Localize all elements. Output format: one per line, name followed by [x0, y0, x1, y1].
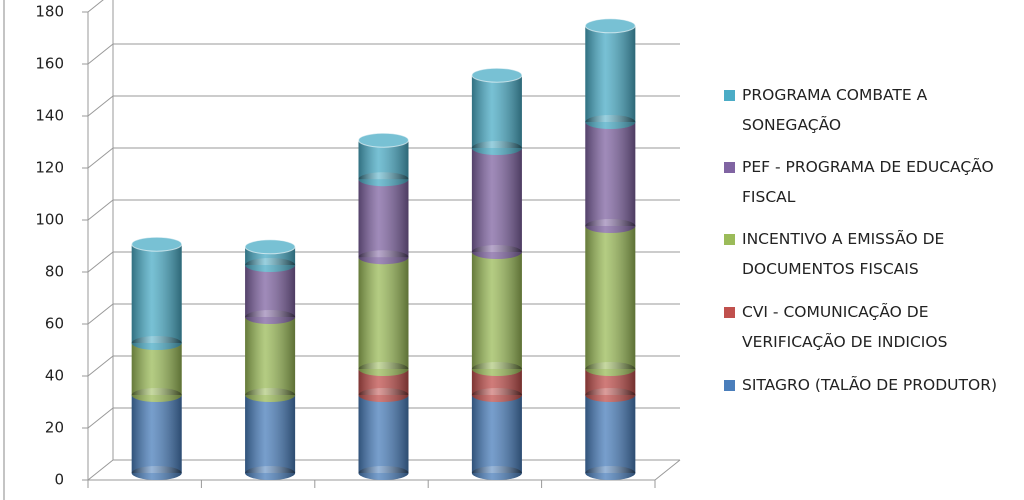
- y-tick-label: 0: [54, 471, 64, 489]
- shade: [585, 25, 636, 122]
- bar-top-light: [245, 239, 296, 254]
- legend-label: PEF - PROGRAMA DE EDUCAÇÃO FISCAL: [742, 158, 994, 206]
- shade: [358, 179, 409, 258]
- grid-line: [87, 407, 114, 429]
- bar-top: [584, 18, 636, 34]
- shade: [471, 395, 522, 473]
- y-tick-label: 100: [35, 211, 64, 229]
- shade: [131, 244, 182, 343]
- shade: [245, 317, 296, 395]
- grid-line: [87, 43, 114, 65]
- floor-edge: [654, 459, 681, 481]
- shade: [245, 265, 296, 317]
- bar-top: [131, 236, 183, 252]
- y-tick-label: 60: [45, 315, 64, 333]
- grid-line: [87, 355, 114, 377]
- legend-swatch: [724, 234, 735, 245]
- legend-label: CVI - COMUNICAÇÃO DE VERIFICAÇÃO DE INDI…: [742, 303, 948, 351]
- shade: [358, 395, 409, 473]
- grid-line: [87, 147, 114, 169]
- grid-line: [87, 199, 114, 221]
- y-tick-label: 120: [35, 159, 64, 177]
- y-tick-label: 40: [45, 367, 64, 385]
- shade: [358, 257, 409, 369]
- legend-label: PROGRAMA COMBATE A SONEGAÇÃO: [742, 86, 928, 134]
- bar-top-light: [131, 237, 182, 252]
- bar-top-light: [585, 18, 636, 33]
- shade: [471, 75, 522, 148]
- shade: [585, 395, 636, 473]
- legend-swatch: [724, 90, 735, 101]
- shade: [585, 226, 636, 369]
- y-tick-label: 20: [45, 419, 64, 437]
- shade: [245, 395, 296, 473]
- y-tick-label: 140: [35, 107, 64, 125]
- legend-label: INCENTIVO A EMISSÃO DE DOCUMENTOS FISCAI…: [742, 230, 945, 278]
- bar-top: [471, 67, 523, 83]
- bar-top-light: [358, 133, 409, 148]
- shade: [585, 122, 636, 226]
- bar-top: [244, 239, 296, 255]
- shade: [131, 343, 182, 395]
- legend-swatch: [724, 307, 735, 318]
- shade: [131, 395, 182, 473]
- y-tick-label: 160: [35, 55, 64, 73]
- grid-line: [87, 459, 114, 481]
- legend-swatch: [724, 162, 735, 173]
- grid-line: [87, 0, 104, 13]
- grid-line: [87, 95, 114, 117]
- bar-top: [358, 132, 409, 148]
- y-tick-label: 80: [45, 263, 64, 281]
- shade: [471, 252, 522, 369]
- legend-swatch: [724, 380, 735, 391]
- bar-top-light: [471, 68, 522, 83]
- shade: [471, 148, 522, 252]
- grid-line: [87, 303, 114, 325]
- y-tick-label: 180: [35, 3, 64, 21]
- grid-line: [87, 251, 114, 273]
- legend-label: SITAGRO (TALÃO DE PRODUTOR): [742, 376, 998, 394]
